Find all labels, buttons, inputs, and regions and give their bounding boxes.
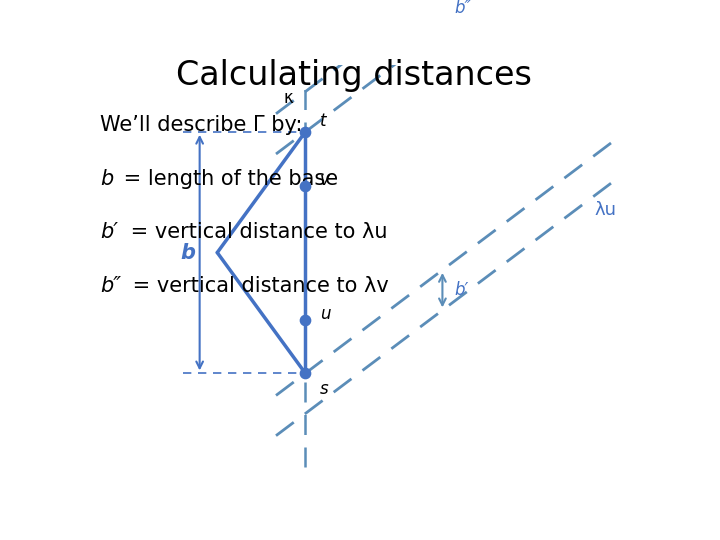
Text: s: s xyxy=(320,380,328,399)
Text: t: t xyxy=(320,112,327,130)
Point xyxy=(300,181,311,190)
Text: Calculating distances: Calculating distances xyxy=(176,59,532,92)
Text: b: b xyxy=(100,169,113,189)
Text: b′: b′ xyxy=(100,222,118,242)
Point xyxy=(300,369,311,377)
Text: v: v xyxy=(320,171,330,189)
Text: λu: λu xyxy=(594,201,616,219)
Text: b″: b″ xyxy=(100,276,121,296)
Text: We’ll describe Γ by:: We’ll describe Γ by: xyxy=(100,115,302,135)
Text: u: u xyxy=(320,305,330,323)
Text: b: b xyxy=(181,242,195,262)
Text: κ: κ xyxy=(284,89,294,107)
Point xyxy=(300,315,311,324)
Text: b″: b″ xyxy=(454,0,471,17)
Text: b′: b′ xyxy=(454,281,469,299)
Text: = vertical distance to λv: = vertical distance to λv xyxy=(126,276,389,296)
Point xyxy=(300,127,311,136)
Text: = vertical distance to λu: = vertical distance to λu xyxy=(125,222,388,242)
Text: = length of the base: = length of the base xyxy=(117,169,338,189)
